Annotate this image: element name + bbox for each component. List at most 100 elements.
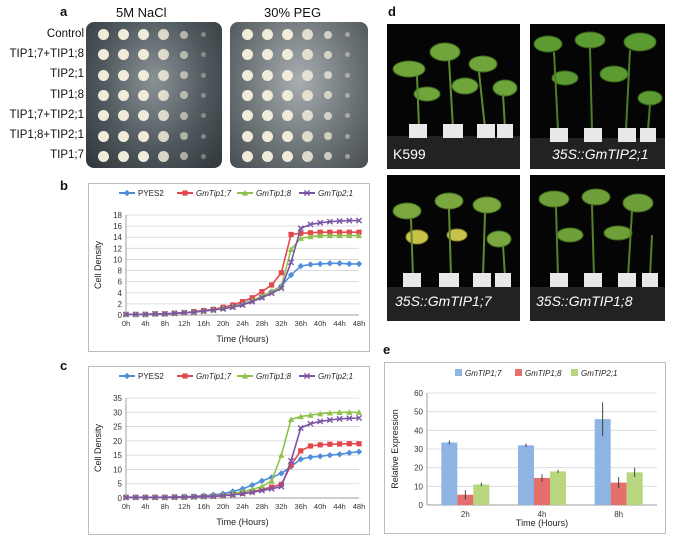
- colony-spot: [345, 133, 350, 139]
- colony-spot: [262, 49, 273, 61]
- data-point: [210, 306, 217, 314]
- x-tick-label: 40h: [314, 502, 327, 511]
- data-point: [268, 485, 275, 492]
- data-point: [336, 441, 343, 447]
- colony-spot: [179, 132, 188, 140]
- data-point: [317, 418, 324, 425]
- data-point: [287, 416, 295, 423]
- data-point: [297, 225, 304, 232]
- data-point: [355, 232, 363, 239]
- y-tick-label: 6: [118, 278, 123, 287]
- colony-spot: [242, 130, 253, 142]
- y-tick-label: 20: [414, 464, 423, 473]
- data-point: [161, 310, 168, 317]
- colony-spot: [138, 130, 149, 142]
- data-point: [171, 494, 178, 501]
- colony-spot: [345, 72, 350, 78]
- colony-spot: [118, 29, 129, 40]
- colony-spot: [179, 91, 188, 100]
- y-tick-label: 18: [113, 211, 122, 220]
- data-point: [307, 420, 314, 427]
- data-point: [278, 470, 285, 477]
- data-point: [123, 372, 131, 380]
- x-tick-label: 4h: [141, 319, 149, 328]
- x-tick-label: 48h: [353, 319, 366, 328]
- colony-spot: [138, 69, 149, 81]
- colony-spot: [323, 111, 332, 120]
- chart-c-frame: PYES2 GmTip1;7 GmTip1;8 GmTip2;1 0 5 10 15 20 25 3…: [88, 366, 370, 535]
- bar: [534, 477, 550, 505]
- x-tick-label: 48h: [353, 502, 366, 511]
- data-point: [326, 260, 334, 267]
- data-point: [316, 260, 324, 268]
- colony-spot: [98, 89, 109, 101]
- legend-label: GmTIP1;8: [525, 369, 562, 378]
- colony-spot: [345, 153, 350, 159]
- data-point: [287, 271, 295, 279]
- data-point: [307, 233, 314, 240]
- data-point: [229, 491, 236, 498]
- legend-label: PYES2: [138, 189, 164, 198]
- x-tick-label: 24h: [236, 319, 249, 328]
- colony-spot: [158, 150, 169, 162]
- data-point: [258, 477, 266, 485]
- y-tick-label: 12: [113, 244, 122, 253]
- data-point: [355, 217, 363, 224]
- x-tick-label: 28h: [256, 502, 269, 511]
- bar: [610, 482, 627, 505]
- photo-label-tip18: 35S::GmTIP1;8: [536, 293, 633, 309]
- data-point: [268, 474, 275, 481]
- x-tick-label: 12h: [178, 319, 191, 328]
- data-point: [190, 309, 198, 316]
- data-point: [239, 301, 246, 309]
- legend-label: GmTip1;8: [256, 372, 292, 381]
- colony-spot: [158, 89, 169, 101]
- legend-label: GmTip2;1: [318, 372, 353, 381]
- data-point: [249, 489, 256, 496]
- y-tick-label: 10: [414, 482, 423, 491]
- data-point: [298, 448, 304, 454]
- data-point: [181, 309, 188, 316]
- data-point: [258, 294, 266, 301]
- data-point: [336, 451, 343, 458]
- colony-spot: [262, 89, 273, 101]
- row-label: TIP1;8: [50, 89, 84, 101]
- colony-spot: [262, 29, 273, 40]
- colony-spot: [345, 113, 350, 119]
- chart-b-frame: PYES2 GmTip1;7 GmTip1;8 GmTip2;1 0 2 4 6 8 10 12 14…: [88, 183, 370, 352]
- plate-nacl: [86, 22, 222, 168]
- data-point: [190, 493, 198, 500]
- colony-spot: [302, 150, 313, 162]
- colony-spot: [282, 29, 293, 40]
- plant-illustration: [387, 175, 520, 321]
- data-point: [278, 270, 284, 276]
- data-point: [122, 311, 130, 318]
- data-point: [303, 372, 311, 380]
- plant-photo-tip21: 35S::GmTIP2;1: [530, 24, 665, 169]
- colony-spot: [282, 110, 293, 122]
- legend-label: GmTIP1;7: [465, 369, 502, 378]
- legend-label: GmTIP2;1: [581, 369, 617, 378]
- data-point: [258, 483, 266, 490]
- colony-spot: [98, 69, 109, 81]
- colony-spot: [323, 50, 332, 59]
- x-tick-label: 8h: [161, 319, 169, 328]
- colony-spot: [179, 111, 188, 120]
- x-tick-label: 4h: [141, 502, 149, 511]
- y-axis-title: Cell Density: [93, 240, 103, 289]
- bar: [457, 494, 474, 505]
- row-label: TIP1;8+TIP2;1: [9, 129, 84, 141]
- colony-spot: [158, 49, 169, 61]
- y-tick-label: 0: [419, 501, 424, 510]
- data-point: [346, 229, 352, 235]
- data-point: [346, 217, 353, 224]
- colony-spot: [302, 89, 313, 101]
- data-point: [346, 441, 352, 447]
- colony-spot: [158, 110, 169, 122]
- colony-spot: [98, 130, 109, 142]
- colony-spot: [302, 49, 313, 61]
- colony-spot: [345, 32, 350, 37]
- legend-label: GmTip2;1: [318, 189, 353, 198]
- colony-spot: [242, 150, 253, 162]
- plant-illustration: [530, 24, 665, 169]
